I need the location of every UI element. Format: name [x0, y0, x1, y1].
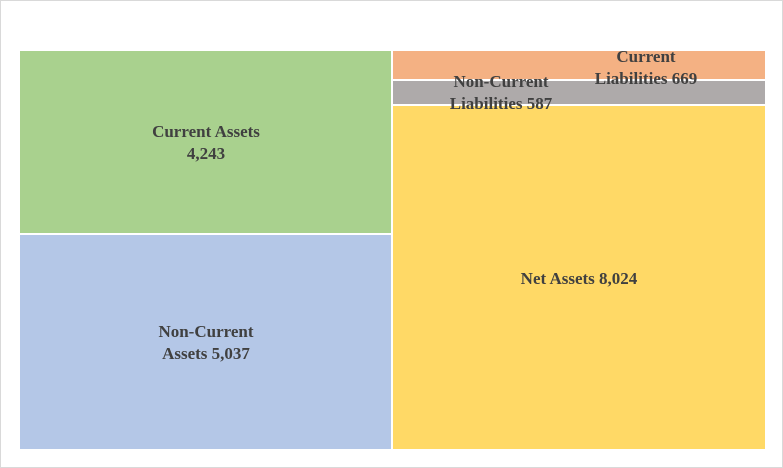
tile-net-assets: [392, 105, 766, 450]
label-line: Liabilities 587: [449, 94, 553, 113]
label-line: 4,243: [186, 144, 226, 163]
label-net-assets: Net Assets 8,024: [479, 268, 679, 290]
label-line: Non-Current: [158, 322, 254, 341]
label-noncurrent-assets: Non-Current Assets 5,037: [101, 321, 311, 365]
tile-current-assets: [19, 50, 392, 234]
label-line: Liabilities 669: [594, 69, 698, 88]
label-line: Net Assets 8,024: [520, 269, 638, 288]
label-noncurrent-liabilities: Non-Current Liabilities 587: [421, 71, 581, 115]
label-line: Assets 5,037: [162, 344, 250, 363]
label-line: Current: [616, 47, 676, 66]
label-current-assets: Current Assets 4,243: [101, 121, 311, 165]
tile-noncurrent-liabilities: [392, 80, 766, 105]
tile-noncurrent-assets: [19, 234, 392, 450]
label-current-liabilities: Current Liabilities 669: [561, 46, 731, 90]
label-line: Current Assets: [152, 122, 260, 141]
label-line: Non-Current: [453, 72, 549, 91]
tile-current-liabilities: [392, 50, 766, 80]
